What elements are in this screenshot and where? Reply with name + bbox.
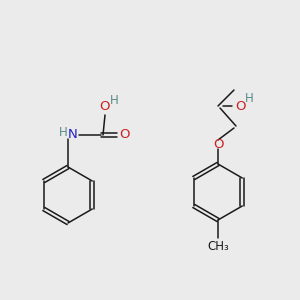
Text: O: O (235, 100, 245, 112)
Text: N: N (68, 128, 78, 142)
Text: CH₃: CH₃ (207, 239, 229, 253)
Text: H: H (244, 92, 253, 104)
Text: O: O (213, 137, 223, 151)
Text: O: O (100, 100, 110, 113)
Text: H: H (110, 94, 118, 106)
Text: O: O (120, 128, 130, 142)
Text: H: H (58, 125, 68, 139)
